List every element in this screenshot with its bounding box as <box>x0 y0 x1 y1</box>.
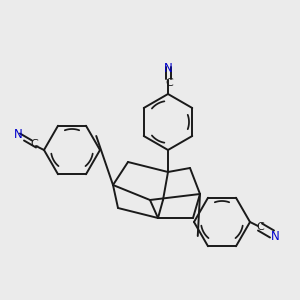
Text: N: N <box>14 128 22 140</box>
Text: C: C <box>256 222 264 232</box>
Text: C: C <box>165 78 173 88</box>
Text: C: C <box>30 139 38 149</box>
Text: N: N <box>271 230 279 244</box>
Text: N: N <box>164 61 172 74</box>
